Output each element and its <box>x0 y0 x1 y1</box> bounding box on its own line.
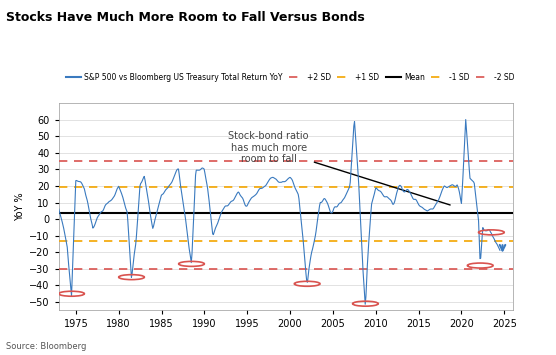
Text: Source: Bloomberg: Source: Bloomberg <box>6 343 86 351</box>
Text: Stocks Have Much More Room to Fall Versus Bonds: Stocks Have Much More Room to Fall Versu… <box>6 11 364 24</box>
Legend: S&P 500 vs Bloomberg US Treasury Total Return YoY, +2 SD, +1 SD, Mean, -1 SD, -2: S&P 500 vs Bloomberg US Treasury Total R… <box>62 70 518 84</box>
Text: Stock-bond ratio
has much more
room to fall: Stock-bond ratio has much more room to f… <box>229 131 450 205</box>
Y-axis label: YoY %: YoY % <box>15 192 25 221</box>
